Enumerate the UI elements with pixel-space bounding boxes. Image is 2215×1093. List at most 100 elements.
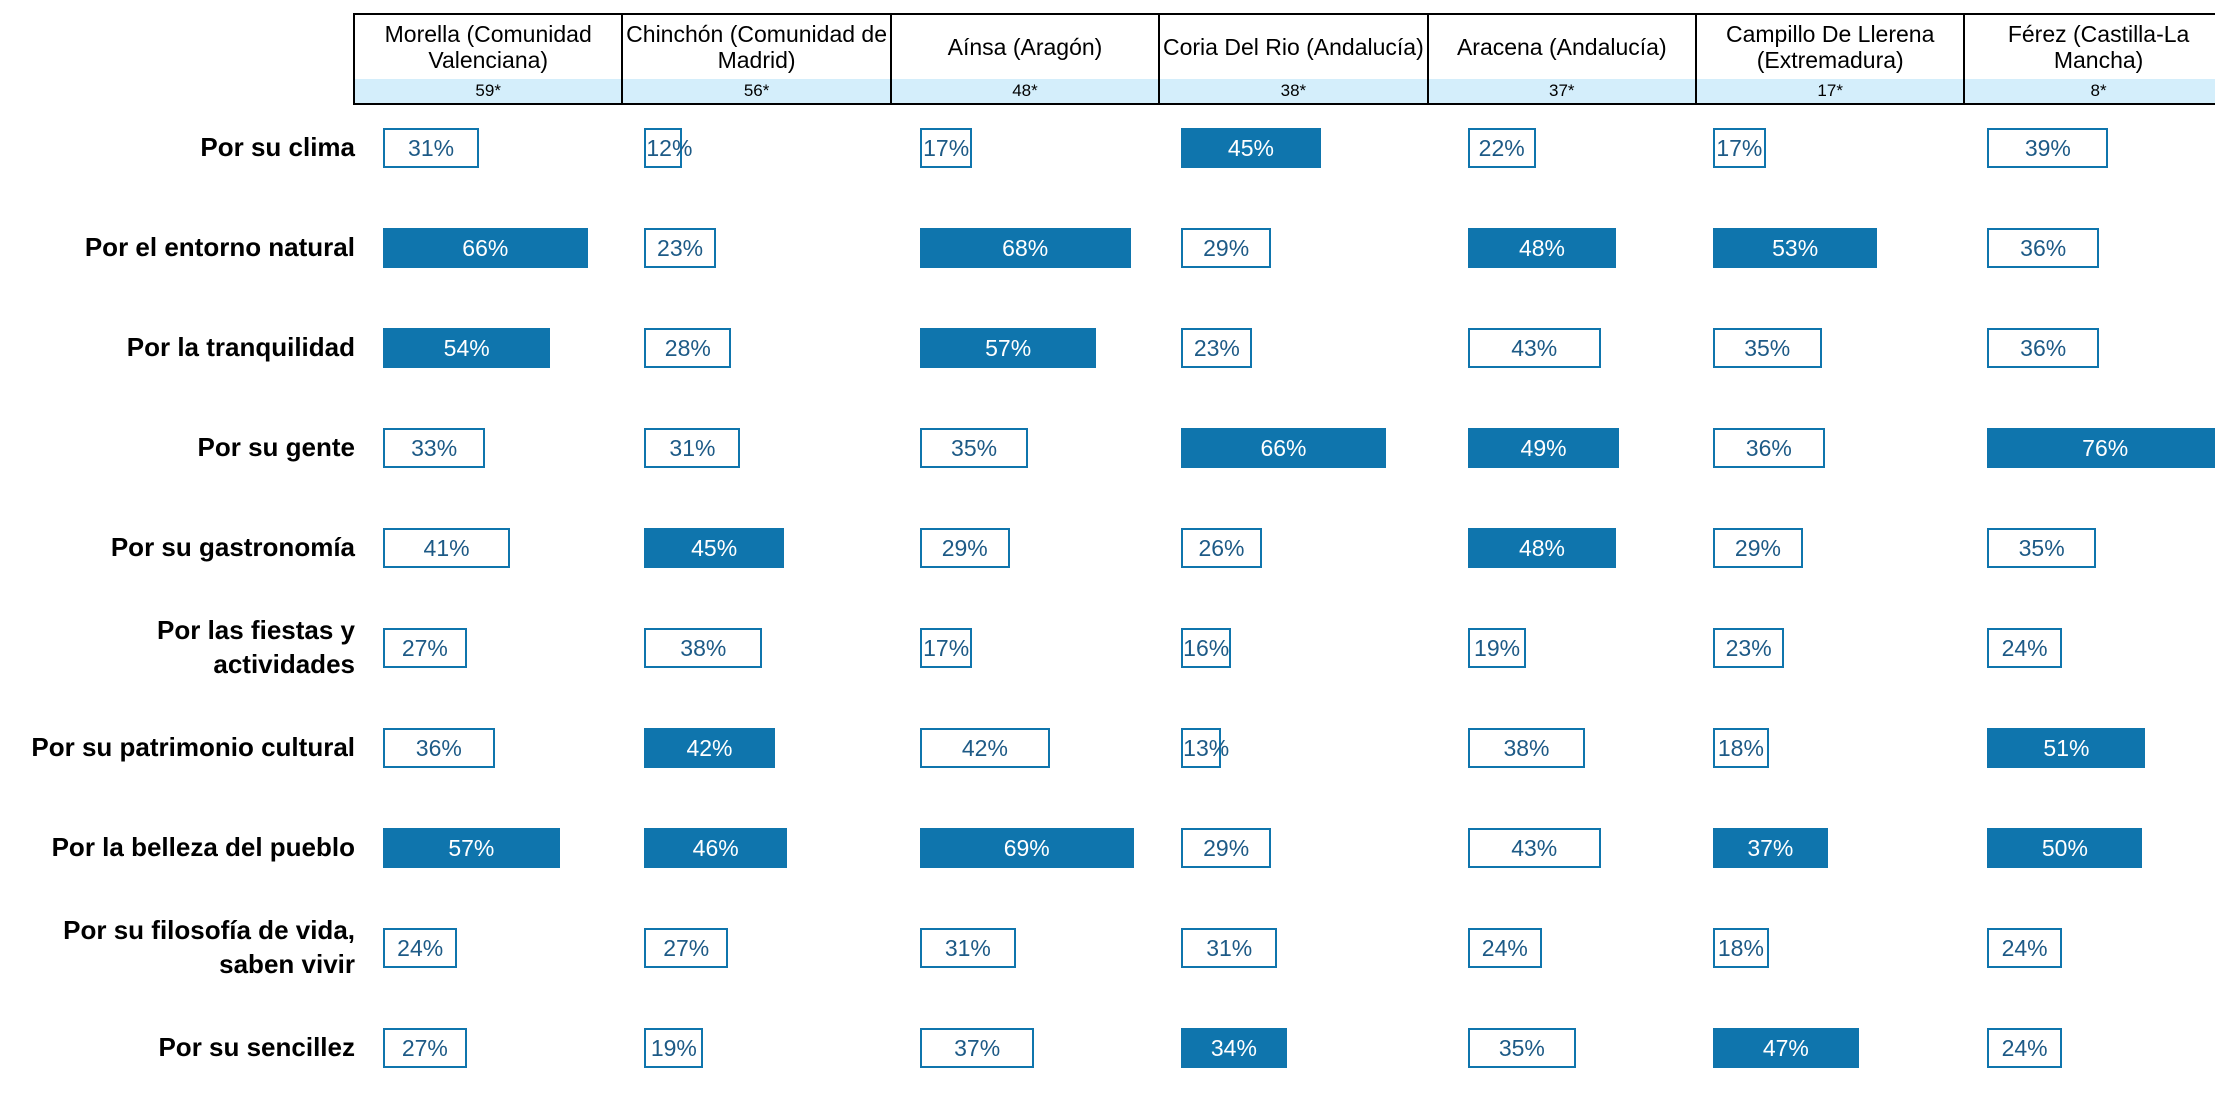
value-label: 16%	[1183, 635, 1230, 661]
column-header: Aracena (Andalucía)	[1426, 13, 1697, 81]
bar	[644, 228, 716, 268]
bar	[1467, 1028, 1577, 1068]
value-label: 45%	[1227, 135, 1274, 161]
value-label: 19%	[1474, 635, 1521, 661]
value-label: 27%	[663, 935, 710, 961]
bar	[919, 228, 1131, 268]
bar	[1713, 328, 1822, 368]
row-label: Por la belleza del pueblo	[51, 832, 355, 863]
bar	[1713, 828, 1828, 868]
bar	[1181, 928, 1278, 968]
value-label: 48%	[1518, 235, 1566, 261]
value-label: 31%	[944, 935, 991, 961]
bar	[1181, 128, 1321, 168]
value-label: 49%	[1520, 435, 1567, 461]
bar	[644, 628, 763, 668]
value-label: 41%	[423, 535, 470, 561]
column-header: Coria Del Rio (Andalucía)	[1158, 13, 1429, 81]
value-label: 37%	[954, 1035, 1001, 1061]
bar	[1987, 628, 2062, 668]
value-label: 36%	[1745, 435, 1792, 461]
row-label: Por la tranquilidad	[126, 332, 355, 363]
column-base: 37*	[1426, 79, 1697, 105]
value-label: 29%	[1203, 835, 1250, 861]
bar	[1713, 728, 1769, 768]
value-label: 28%	[664, 335, 711, 361]
bar	[1713, 228, 1878, 268]
bar	[383, 828, 560, 868]
bar	[1467, 628, 1527, 668]
bar	[1181, 228, 1272, 268]
value-label: 29%	[941, 535, 988, 561]
column-header: Férez (Castilla-La Mancha)	[1963, 13, 2215, 81]
bar	[383, 628, 467, 668]
value-label: 31%	[1206, 935, 1253, 961]
value-label: 31%	[408, 135, 455, 161]
value-label: 29%	[1734, 535, 1781, 561]
value-label: 36%	[2020, 235, 2067, 261]
value-label: 12%	[646, 135, 693, 161]
value-label: 57%	[448, 835, 495, 861]
column-base: 8*	[1963, 79, 2215, 105]
row-label: Por las fiestas y actividades	[157, 615, 355, 679]
bar	[644, 128, 682, 168]
bar	[1467, 228, 1617, 268]
bar	[1713, 928, 1769, 968]
bar	[1713, 528, 1803, 568]
value-label: 19%	[650, 1035, 697, 1061]
bar	[644, 728, 775, 768]
value-label: 43%	[1511, 335, 1558, 361]
value-label: 36%	[415, 735, 462, 761]
value-label: 23%	[1725, 635, 1772, 661]
bar	[383, 428, 486, 468]
row-label: Por su clima	[200, 132, 355, 163]
value-label: 17%	[1716, 135, 1763, 161]
value-label: 66%	[462, 235, 509, 261]
value-label: 42%	[686, 735, 733, 761]
value-label: 42%	[961, 735, 1008, 761]
bar	[1713, 628, 1785, 668]
bar	[1713, 428, 1825, 468]
value-label: 29%	[1203, 235, 1250, 261]
bar	[383, 1028, 467, 1068]
bar	[644, 428, 741, 468]
value-label: 54%	[443, 335, 490, 361]
value-label: 22%	[1478, 135, 1525, 161]
bar	[383, 928, 458, 968]
bar	[1713, 128, 1766, 168]
bar	[1467, 928, 1542, 968]
value-label: 51%	[2043, 735, 2090, 761]
value-label: 24%	[397, 935, 444, 961]
bar	[919, 628, 973, 668]
bar	[1987, 728, 2146, 768]
value-label: 45%	[691, 535, 738, 561]
value-label: 24%	[2001, 1035, 2048, 1061]
page: Por su clima Por el entorno natural Por la…	[31, 13, 2215, 1068]
bar	[1987, 828, 2143, 868]
row-label: Por su filosofía de vida, saben vivir	[63, 915, 355, 979]
value-label: 38%	[1503, 735, 1550, 761]
column-base: 48*	[889, 79, 1161, 105]
bar	[1467, 128, 1536, 168]
column-header: Campillo De Llerena (Extremadura)	[1695, 13, 1966, 81]
row-label: Por su gastronomía	[110, 532, 355, 563]
bar	[383, 328, 551, 368]
value-label: 43%	[1511, 835, 1558, 861]
bar	[919, 928, 1016, 968]
bar	[383, 128, 480, 168]
bar	[1987, 428, 2215, 468]
bar	[919, 128, 973, 168]
bar	[1181, 428, 1386, 468]
value-label: 38%	[680, 635, 727, 661]
column-base: 17*	[1695, 79, 1966, 105]
value-label: 24%	[2001, 935, 2048, 961]
value-label: 48%	[1518, 535, 1566, 561]
value-label: 66%	[1260, 435, 1307, 461]
bar	[1987, 528, 2096, 568]
bar	[919, 728, 1050, 768]
bar	[1987, 328, 2099, 368]
column-header: Chinchón (Comunidad de Madrid)	[621, 13, 892, 81]
bar	[1987, 228, 2099, 268]
bar	[1467, 328, 1601, 368]
value-label: 35%	[1498, 1035, 1545, 1061]
